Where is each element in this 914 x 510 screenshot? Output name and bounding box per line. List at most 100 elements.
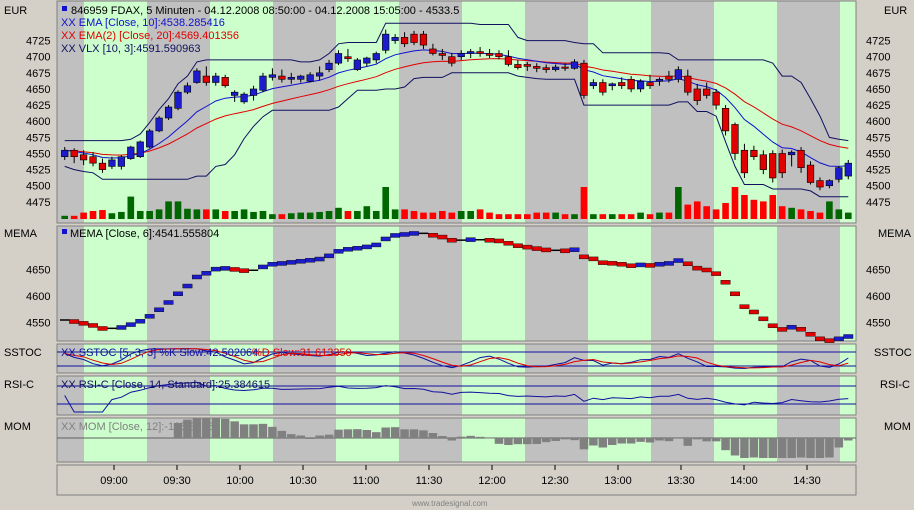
volume-bar xyxy=(533,212,541,219)
mom-bar xyxy=(183,419,192,438)
mom-label-left: MOM xyxy=(4,421,31,433)
volume-bar xyxy=(335,207,342,219)
volume-bar xyxy=(703,206,710,219)
mema-step xyxy=(739,304,750,309)
candle-body xyxy=(212,75,220,83)
candle-body xyxy=(268,74,277,78)
volume-bar xyxy=(741,195,748,219)
candle-body xyxy=(750,149,758,158)
session-block xyxy=(84,344,147,373)
volume-bar xyxy=(231,211,238,219)
time-tick-label: 12:00 xyxy=(478,475,506,487)
volume-bar xyxy=(844,212,852,219)
mema-step xyxy=(276,261,287,266)
candle-body xyxy=(98,162,107,170)
candle-body xyxy=(363,57,371,64)
mema-tick-label: 4550 xyxy=(26,318,50,330)
volume-bar xyxy=(835,209,843,219)
vlx-upper-line xyxy=(64,22,849,142)
session-block xyxy=(210,376,273,415)
mema-step xyxy=(210,266,221,272)
mema-step xyxy=(758,316,769,322)
mom-bar xyxy=(362,430,372,438)
volume-bar xyxy=(552,212,559,219)
mema-step xyxy=(607,261,618,266)
volume-bars xyxy=(61,187,852,219)
volume-bar xyxy=(391,209,399,219)
volume-bar xyxy=(797,209,805,219)
volume-bar xyxy=(712,209,720,219)
time-tick-label: 10:30 xyxy=(289,475,317,487)
mema-tick-label: 4600 xyxy=(866,291,890,303)
candle-body xyxy=(287,77,295,80)
candle-body xyxy=(769,153,777,179)
session-block xyxy=(588,376,651,415)
candle-body xyxy=(79,154,88,161)
volume-bar xyxy=(523,214,531,219)
mema-step xyxy=(324,253,334,259)
mema-step xyxy=(446,237,457,243)
vlx-lower-line xyxy=(64,72,849,198)
volume-bar xyxy=(250,211,257,219)
mom-bar xyxy=(617,438,626,444)
mom-bar xyxy=(239,424,249,438)
mema-step xyxy=(97,326,108,331)
mema-step xyxy=(635,262,646,268)
volume-bar xyxy=(439,211,446,219)
mema-axis-left: 4650 4600 4550 xyxy=(26,264,50,329)
volume-bar xyxy=(89,211,97,219)
price-tick-label: 4475 xyxy=(26,197,50,209)
candle-body xyxy=(231,91,239,96)
candle-body xyxy=(353,59,361,70)
mom-bar xyxy=(296,435,305,438)
session-block xyxy=(588,226,651,341)
mema-step xyxy=(380,236,391,242)
candle-body xyxy=(589,82,597,87)
mom-bar xyxy=(249,424,258,438)
session-block xyxy=(336,226,399,341)
legend-ema2: XX EMA(2) [Close, 20]:4569.401356 xyxy=(61,30,239,42)
session-block xyxy=(273,418,336,462)
mema-step xyxy=(305,258,316,263)
volume-bar xyxy=(306,212,314,219)
candle-body xyxy=(504,56,513,65)
mom-bar xyxy=(428,433,438,438)
price-tick-label: 4575 xyxy=(26,132,50,144)
mema-step xyxy=(805,332,816,337)
candle-body xyxy=(155,117,163,132)
mom-bar xyxy=(456,436,466,438)
session-block xyxy=(336,1,399,223)
volume-bar xyxy=(722,203,729,219)
price-tick-label: 4675 xyxy=(26,68,50,80)
watermark: www.tradesignal.com xyxy=(411,499,488,508)
price-tick-label: 4725 xyxy=(26,36,50,48)
mema-step xyxy=(163,300,174,305)
session-block xyxy=(57,376,84,415)
price-tick-label: 4600 xyxy=(866,116,890,128)
candle-body xyxy=(580,62,588,96)
mom-bar xyxy=(466,435,475,438)
mom-bar xyxy=(560,438,570,440)
mom-bar xyxy=(589,438,598,446)
mom-bar xyxy=(381,427,390,438)
mom-bar xyxy=(230,421,239,438)
mom-bar xyxy=(334,429,343,438)
volume-bar xyxy=(571,214,578,219)
price-tick-label: 4650 xyxy=(26,84,50,96)
candle-body xyxy=(316,72,324,77)
volume-bar xyxy=(486,212,493,219)
session-block xyxy=(462,376,525,415)
candle-body xyxy=(240,93,248,103)
rsi-label-left: RSI-C xyxy=(4,379,34,391)
session-block xyxy=(84,376,147,415)
mema-step xyxy=(286,260,297,265)
volume-bar xyxy=(410,211,418,219)
volume-bar xyxy=(448,212,456,219)
volume-bar xyxy=(118,211,125,219)
rsi-label-right: RSI-C xyxy=(880,379,910,391)
mema-step xyxy=(465,237,476,242)
candle-body xyxy=(684,75,692,93)
mom-bar xyxy=(570,438,579,441)
mema-step xyxy=(248,269,259,272)
